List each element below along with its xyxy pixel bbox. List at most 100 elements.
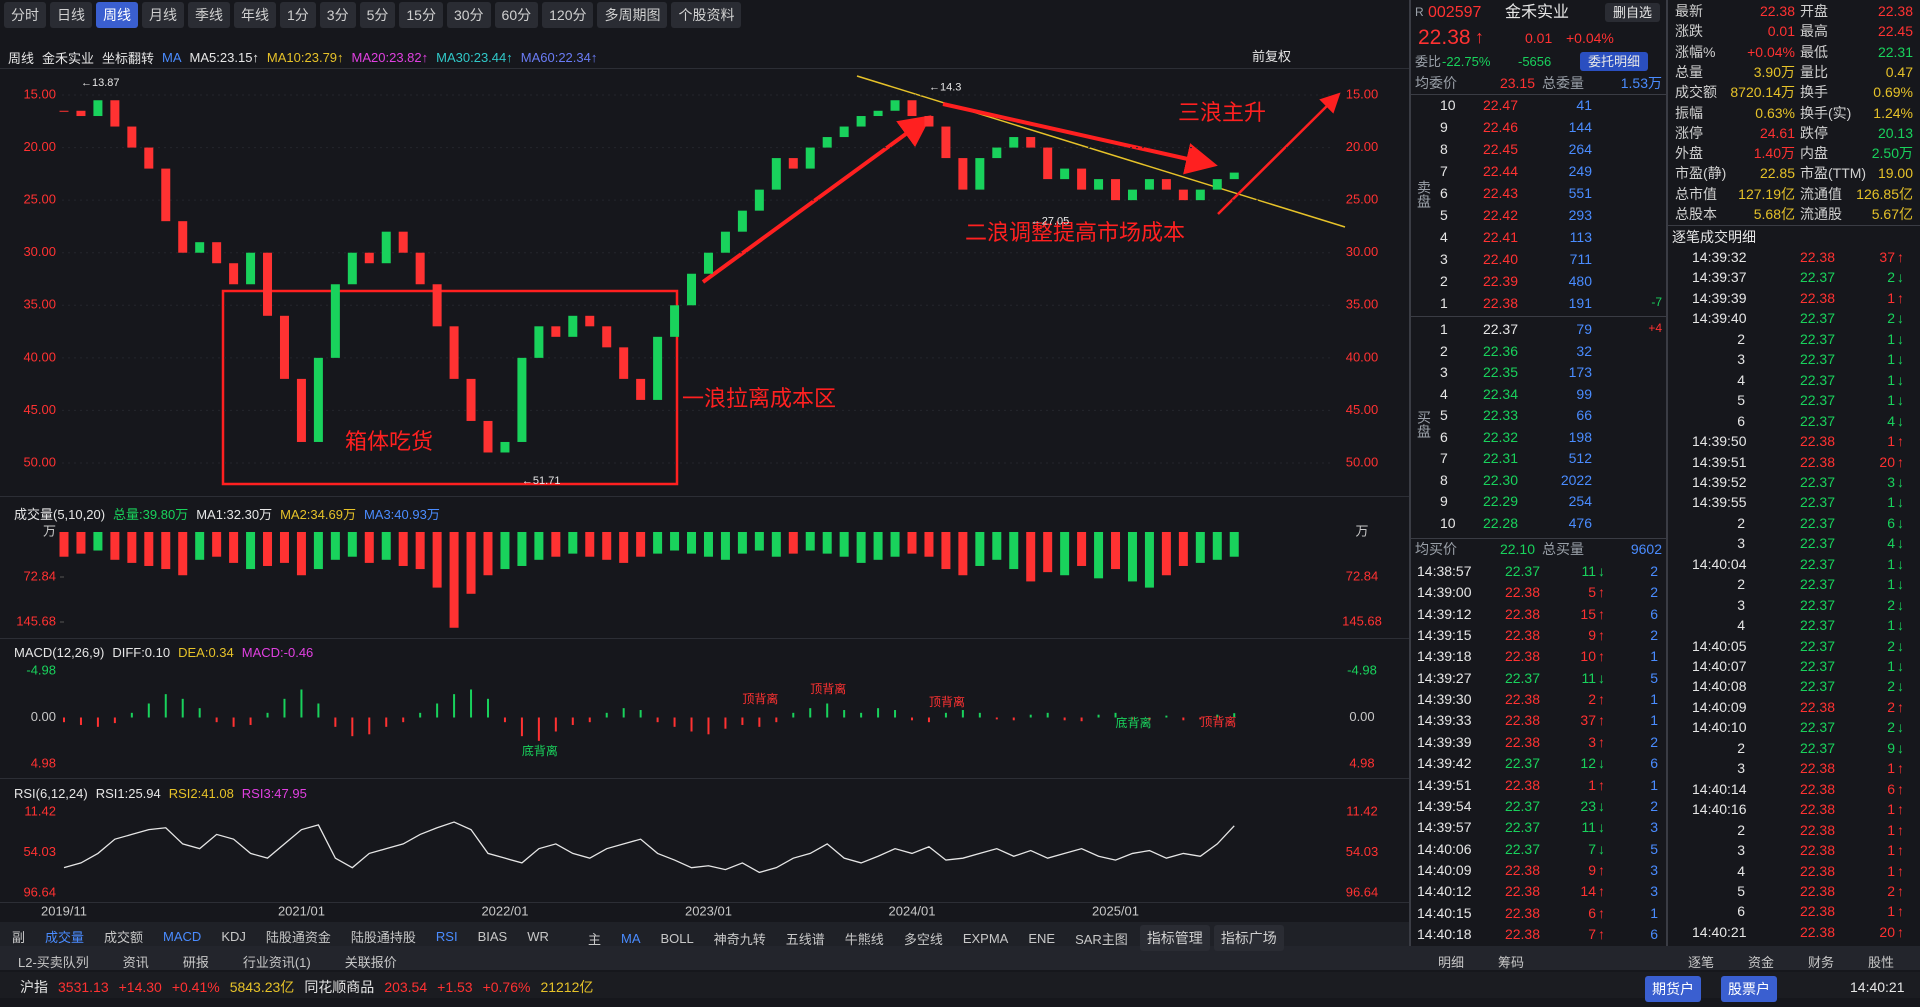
indicator-tab[interactable]: 陆股通资金	[265, 930, 331, 945]
detail-time: 3	[1737, 760, 1745, 777]
candle	[805, 147, 815, 169]
tab-icon[interactable]: 副	[12, 930, 26, 945]
period-button[interactable]: 分时	[4, 2, 46, 28]
adjust-toggle[interactable]: 前复权	[1252, 49, 1292, 64]
volume-bar	[1195, 532, 1205, 563]
detail-volume: 20	[1879, 453, 1895, 470]
macd-bar	[741, 717, 744, 725]
book-level: 5	[1440, 407, 1448, 423]
period-button[interactable]: 月线	[142, 2, 184, 28]
detail-time: 14:39:37	[1692, 269, 1747, 286]
period-button[interactable]: 3分	[319, 2, 356, 28]
period-button[interactable]: 15分	[399, 2, 443, 28]
stat-value: 19.00	[1877, 165, 1913, 182]
arrow	[1217, 92, 1341, 215]
indicator-tab[interactable]: KDJ	[221, 929, 246, 944]
indicator-button[interactable]: 指标管理	[1139, 925, 1210, 951]
detail-tab[interactable]: 明细	[1438, 955, 1465, 970]
indicator-button[interactable]: 指标广场	[1213, 925, 1284, 951]
period-button[interactable]: 1分	[280, 2, 316, 28]
book-level: 9	[1440, 119, 1448, 135]
main-indicator-tab[interactable]: EXPMA	[962, 930, 1009, 946]
detail-button[interactable]: 委托明细	[1580, 52, 1649, 71]
trade-count: 1	[1650, 712, 1658, 729]
main-indicator-tab[interactable]: ENE	[1028, 930, 1056, 946]
x-tick-label: 2019/11	[41, 903, 87, 918]
volume-bar	[212, 532, 222, 557]
detail-direction: ↑	[1897, 801, 1904, 818]
tab-icon[interactable]: 主	[588, 931, 602, 947]
volume-bar	[449, 532, 459, 628]
candle	[1009, 137, 1019, 148]
y-tick-label: 145.68	[1342, 613, 1382, 628]
info-tab[interactable]: 研报	[182, 955, 209, 970]
indicator-tab[interactable]: RSI	[435, 929, 458, 944]
period-button[interactable]: 年线	[234, 2, 276, 28]
detail-time: 3	[1737, 535, 1745, 552]
indicator-tab[interactable]: MACD	[163, 929, 202, 944]
period-button[interactable]: 60分	[494, 2, 539, 28]
period-button[interactable]: 30分	[446, 2, 491, 28]
macd-bar	[436, 703, 439, 718]
main-indicator-tab[interactable]: 五线谱	[785, 931, 825, 947]
macd-bar	[300, 689, 303, 718]
period-button[interactable]: 日线	[50, 2, 92, 28]
panel-border	[0, 778, 1409, 779]
fav-button[interactable]: 删自选	[1605, 3, 1661, 22]
candle	[1111, 179, 1121, 201]
ma-value: MA20:23.82↑	[351, 50, 429, 65]
main-indicator-tab[interactable]: 牛熊线	[844, 931, 884, 947]
macd-bar	[198, 708, 201, 718]
stock-tab[interactable]: 财务	[1808, 955, 1835, 970]
volume-bar	[551, 532, 561, 557]
info-tab[interactable]: 关联报价	[344, 955, 397, 970]
indicator-tab[interactable]: 成交额	[104, 930, 144, 945]
volume-bar	[127, 532, 137, 563]
candle	[534, 326, 544, 358]
main-indicator-tab[interactable]: 多空线	[903, 931, 943, 947]
stock-tab[interactable]: 股性	[1868, 955, 1895, 970]
period-button[interactable]: 周线	[96, 2, 138, 28]
candle	[907, 100, 917, 117]
info-tab[interactable]: 行业资讯(1)	[242, 955, 311, 970]
arrow	[701, 115, 932, 284]
indicator-tab[interactable]: 成交量	[45, 930, 85, 945]
main-indicator-tab[interactable]: BOLL	[660, 930, 694, 946]
annotation: 一浪拉离成本区	[682, 386, 836, 411]
main-indicator-tab[interactable]: 神奇九转	[713, 931, 766, 947]
indicator-tab[interactable]: WR	[527, 929, 549, 944]
account-button[interactable]: 股票户	[1721, 976, 1777, 1002]
indicator-tab[interactable]: BIAS	[477, 929, 508, 944]
menu-button[interactable]: 个股资料	[671, 2, 742, 28]
info-tab[interactable]: 资讯	[122, 955, 149, 970]
macd-bar	[1097, 714, 1100, 718]
detail-direction: ↓	[1897, 514, 1904, 531]
menu-button[interactable]: 多周期图	[597, 2, 668, 28]
detail-price: 22.37	[1799, 351, 1835, 368]
change: 0.01	[1525, 30, 1553, 46]
indicator-tab[interactable]: 陆股通持股	[350, 930, 416, 945]
stock-tab[interactable]: 资金	[1748, 955, 1775, 970]
y-tick-label: 45.00	[23, 402, 56, 417]
main-indicator-tab[interactable]: MA	[621, 930, 641, 946]
candle	[432, 284, 442, 327]
trade-count: 3	[1650, 861, 1658, 878]
stat-value: +0.04%	[1747, 43, 1795, 60]
macd-bar	[487, 698, 489, 718]
stock-tab[interactable]: 逐笔	[1688, 955, 1715, 970]
period-button[interactable]: 5分	[359, 2, 396, 28]
info-tab[interactable]: L2-买卖队列	[18, 955, 89, 970]
macd-bar	[758, 717, 761, 727]
volume-bar	[144, 532, 154, 566]
macd-bar	[1199, 717, 1202, 720]
detail-tab[interactable]: 筹码	[1498, 955, 1525, 970]
period-button[interactable]: 120分	[542, 2, 594, 28]
detail-price: 22.37	[1799, 514, 1835, 531]
flip-toggle[interactable]: 坐标翻转	[102, 51, 155, 66]
account-button[interactable]: 期货户	[1645, 976, 1701, 1002]
period-button[interactable]: 季线	[188, 2, 230, 28]
main-indicator-tab[interactable]: SAR主图	[1075, 931, 1128, 947]
indicator-legend: MACD(12,26,9) DIFF:0.10 DEA:0.34 MACD:-0.46	[14, 645, 313, 660]
candle	[246, 252, 256, 285]
status-item: +0.41%	[171, 979, 220, 995]
